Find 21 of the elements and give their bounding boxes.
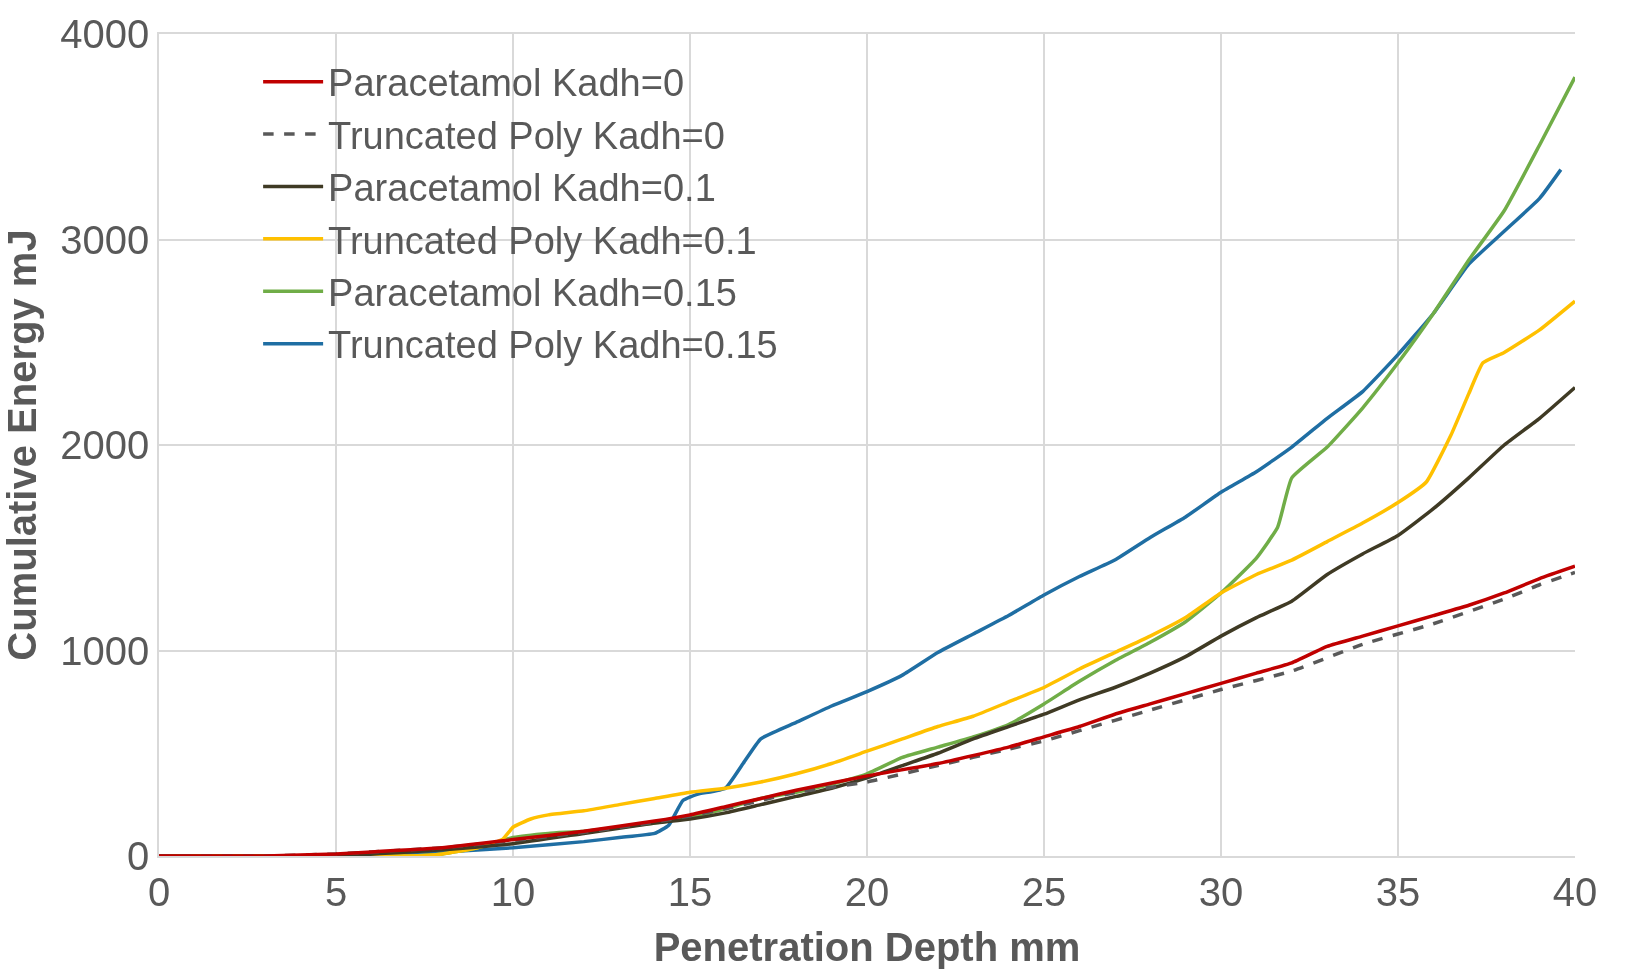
x-tick-label: 10 (490, 869, 536, 914)
x-tick-label: 25 (1021, 869, 1067, 914)
y-axis-title: Cumulative Energy mJ (0, 229, 44, 661)
legend-label: Paracetamol Kadh=0.15 (328, 272, 737, 315)
x-tick-label: 35 (1375, 869, 1421, 914)
legend-label: Paracetamol Kadh=0.1 (328, 167, 716, 210)
x-tick-label: 40 (1552, 869, 1598, 914)
legend-label: Paracetamol Kadh=0 (328, 62, 685, 105)
y-tick-label: 4000 (60, 12, 150, 56)
y-tick-label: 0 (127, 834, 150, 878)
x-tick-label: 15 (667, 869, 713, 914)
x-tick-label: 5 (324, 869, 348, 914)
legend-label: Truncated Poly Kadh=0 (328, 114, 725, 157)
x-tick-label: 30 (1198, 869, 1244, 914)
legend-label: Truncated Poly Kadh=0.15 (328, 324, 778, 367)
legend-label: Truncated Poly Kadh=0.1 (328, 219, 757, 262)
x-axis-title: Penetration Depth mm (653, 924, 1081, 969)
y-tick-label: 1000 (60, 628, 150, 673)
y-tick-label: 3000 (60, 217, 150, 262)
x-tick-label: 20 (844, 869, 890, 914)
y-tick-label: 2000 (60, 423, 150, 467)
